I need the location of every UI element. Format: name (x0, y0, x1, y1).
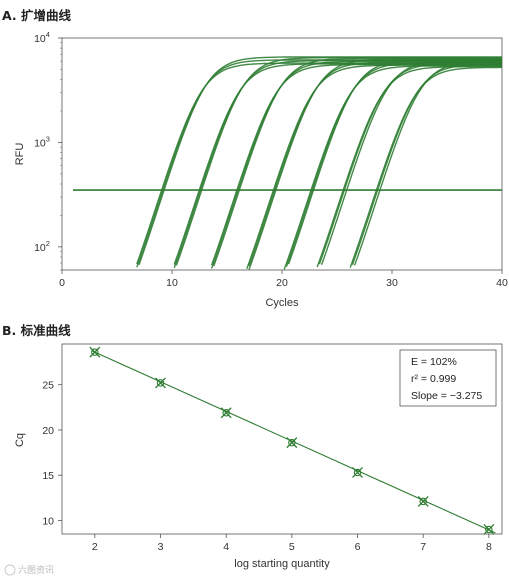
amplification-curve (316, 65, 502, 268)
amplification-curve (285, 62, 502, 267)
point-cross-stroke (220, 407, 232, 419)
standard-curve-panel: B. 标准曲线 2 3 4 5 6 7 8 10 15 20 25 E = 102% r² = 0… (2, 323, 503, 570)
amplification-curve (318, 62, 502, 265)
stat-slope: Slope = −3.275 (411, 390, 482, 402)
y-tick-label: 10 (42, 515, 54, 527)
y-tick-label: 104 (34, 30, 50, 45)
panel-a-y-axis: 102 103 104 (34, 30, 62, 271)
panel-a-x-axis: 0 10 20 30 40 (59, 270, 508, 289)
panel-b-y-axis: 10 15 20 25 (42, 380, 62, 527)
amplification-curve (246, 64, 502, 270)
x-tick-label: 3 (158, 541, 164, 553)
data-point (220, 407, 232, 419)
stat-efficiency: E = 102% (411, 356, 457, 368)
amplification-curve (248, 58, 502, 270)
point-cross-stroke (89, 346, 101, 358)
point-ring (91, 348, 99, 356)
amplification-curve (351, 63, 502, 266)
data-point (155, 377, 166, 389)
data-point (417, 495, 429, 507)
point-ring (156, 379, 165, 387)
amplification-curve (353, 60, 502, 266)
amplification-curve (213, 57, 502, 267)
x-tick-label: 2 (92, 541, 98, 553)
panel-b-frame (61, 343, 503, 535)
y-tick-label: 15 (42, 470, 54, 482)
point-ring (419, 497, 427, 506)
panel-b-title: B. 标准曲线 (2, 323, 71, 338)
panel-b-y-label: Cq (14, 433, 26, 447)
amplification-curves (136, 56, 502, 270)
data-point (286, 437, 298, 449)
amplification-curve (287, 59, 502, 265)
y-tick-label: 103 (34, 134, 50, 149)
amplification-curve (248, 61, 502, 267)
stats-box-frame (399, 349, 497, 407)
data-point (483, 524, 495, 535)
watermark-text: 六图资讯 (18, 564, 54, 576)
point-cross-stroke (417, 495, 429, 507)
x-tick-label: 4 (223, 541, 229, 553)
x-tick-label: 8 (486, 541, 492, 553)
stats-box: E = 102% r² = 0.999 Slope = −3.275 (399, 349, 497, 407)
point-cross-stroke (155, 377, 166, 389)
amplification-panel: A. 扩增曲线 0 10 20 30 40 102 103 104 Cycles RFU (2, 8, 508, 309)
panel-a-title: A. 扩增曲线 (2, 8, 72, 23)
y-tick-label: 102 (34, 239, 50, 254)
x-tick-label: 7 (420, 541, 426, 553)
x-tick-label: 6 (355, 541, 361, 553)
data-point (352, 467, 363, 478)
y-tick-label: 25 (42, 380, 54, 392)
panel-a-x-label: Cycles (265, 297, 299, 309)
x-tick-label: 20 (276, 277, 288, 289)
data-point (89, 346, 101, 358)
watermark-icon (4, 564, 16, 576)
x-tick-label: 30 (386, 277, 398, 289)
x-tick-label: 10 (166, 277, 178, 289)
amplification-curve (210, 60, 502, 269)
panel-a-y-label: RFU (14, 143, 26, 166)
point-ring (222, 409, 230, 417)
amplification-curve (210, 63, 502, 266)
x-tick-label: 40 (496, 277, 508, 289)
x-tick-label: 0 (59, 277, 65, 289)
amplification-curve (283, 65, 502, 270)
panel-b-x-label: log starting quantity (234, 558, 330, 570)
point-ring (288, 438, 296, 447)
point-ring (353, 468, 362, 477)
y-tick-label: 20 (42, 425, 54, 437)
point-cross-stroke (286, 437, 298, 449)
amplification-curve (320, 59, 502, 265)
point-cross-stroke (483, 524, 495, 535)
amplification-curve (349, 66, 502, 268)
standard-points (89, 346, 495, 535)
panel-b-x-axis: 2 3 4 5 6 7 8 (92, 534, 492, 553)
watermark: 六图资讯 (4, 564, 54, 576)
point-ring (485, 525, 493, 534)
point-cross-stroke (352, 467, 363, 478)
stat-r-squared: r² = 0.999 (411, 373, 456, 385)
x-tick-label: 5 (289, 541, 295, 553)
